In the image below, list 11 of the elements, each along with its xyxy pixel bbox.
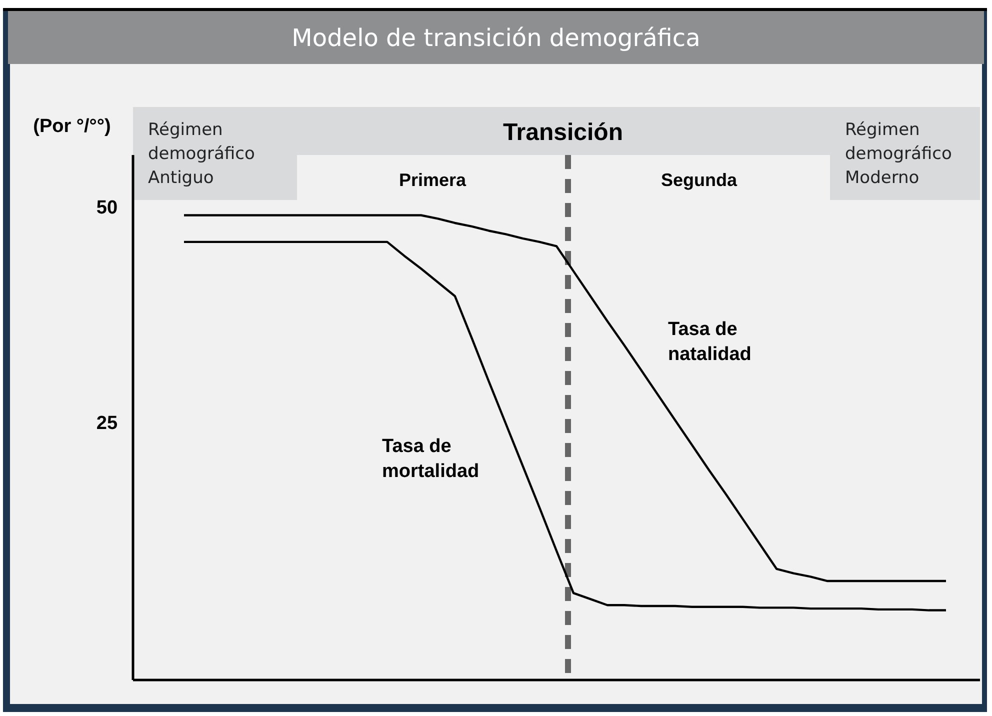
annotation: Régimen demográfico Antiguo	[148, 120, 255, 188]
y-tick-label: 25	[96, 412, 118, 434]
series-label: Tasa de mortalidad	[382, 436, 480, 482]
y-tick-label: 50	[96, 198, 118, 219]
annotation: Régimen demográfico Moderno	[845, 120, 952, 188]
y-axis-title: (Por °/°°)	[33, 116, 111, 137]
series-label: Tasa de natalidad	[668, 319, 752, 365]
annotation: Primera	[398, 170, 468, 190]
text: Transición	[502, 119, 624, 146]
annotation: Segunda	[660, 170, 738, 190]
chart-title: Modelo de transición demográfica	[292, 24, 700, 52]
